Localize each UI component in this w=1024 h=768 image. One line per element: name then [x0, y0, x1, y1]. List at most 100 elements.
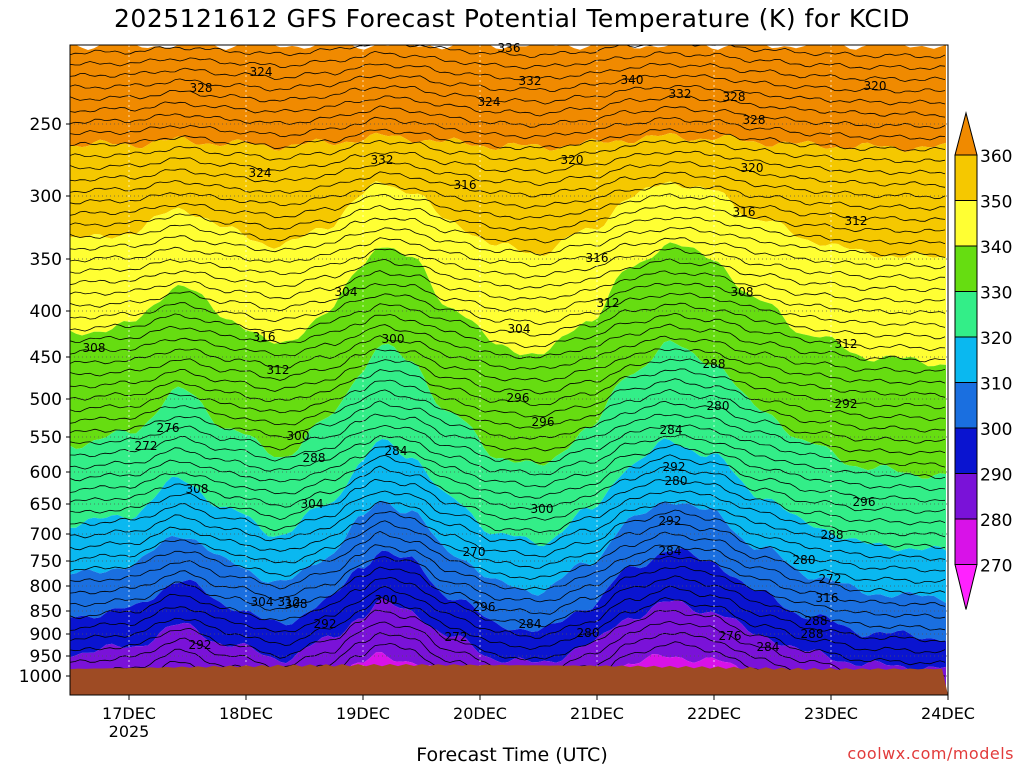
- contour-label: 320: [741, 161, 764, 175]
- y-tick-label: 400: [30, 302, 62, 322]
- isentrope-line: [70, 282, 946, 315]
- contour-label: 308: [83, 341, 106, 355]
- contour-label: 316: [733, 205, 756, 219]
- colorbar-segment: [954, 154, 978, 201]
- contour-label: 300: [531, 502, 554, 516]
- isentrope-line: [70, 45, 946, 59]
- colorbar-top-arrow: [954, 111, 978, 156]
- y-tick-label: 800: [30, 577, 62, 597]
- isentrope-line: [70, 205, 946, 234]
- colorbar-segment: [954, 518, 978, 565]
- isentrope-line: [70, 555, 946, 607]
- contour-label: 300: [382, 332, 405, 346]
- isentrope-line: [70, 247, 946, 281]
- contour-label: 272: [445, 630, 468, 644]
- contour-label: 280: [793, 553, 816, 567]
- isentrope-line: [70, 84, 946, 106]
- chart-title: 2025121612 GFS Forecast Potential Temper…: [114, 4, 910, 33]
- contour-label: 280: [577, 626, 600, 640]
- isentrope-line: [70, 50, 946, 70]
- colorbar-label: 360: [980, 147, 1012, 167]
- contour-labels: 336 324 328 332 340 332 328 324 328 320 332 324 320 3…: [83, 41, 887, 654]
- y-tick-label: 600: [30, 463, 62, 483]
- temperature-band: [70, 548, 946, 673]
- isentrope-line: [70, 596, 946, 654]
- y-tick-label: 450: [30, 348, 62, 368]
- colorbar-label: 300: [980, 420, 1012, 440]
- y-tick-label: 300: [30, 187, 62, 207]
- temperature-band: [70, 132, 946, 258]
- y-tick-label: 700: [30, 525, 62, 545]
- contour-label: 304: [335, 285, 358, 299]
- isentrope-line: [70, 413, 946, 456]
- isentrope-line: [70, 161, 946, 188]
- contour-label: 320: [561, 153, 584, 167]
- y-tick-label: 350: [30, 250, 62, 270]
- colorbar-label: 340: [980, 238, 1012, 258]
- colorbar-label: 330: [980, 284, 1012, 304]
- contour-label: 316: [454, 178, 477, 192]
- colorbar-label: 280: [980, 511, 1012, 531]
- y-tick-label: 650: [30, 495, 62, 515]
- isentrope-line: [70, 443, 946, 492]
- isentrope-contours: [70, 45, 946, 695]
- contour-label: 280: [665, 474, 688, 488]
- isentrope-line: [70, 490, 946, 538]
- contour-label: 316: [816, 591, 839, 605]
- contour-label: 296: [853, 495, 876, 509]
- contour-label: 312: [267, 363, 290, 377]
- contour-label: 308: [285, 597, 308, 611]
- y-axis: 250 300 350 400 450 500 550 600 650 700 750 800 850 9…: [19, 115, 70, 687]
- contour-label: 312: [278, 595, 301, 609]
- isentrope-line: [70, 530, 946, 584]
- y-tick-label: 1000: [19, 667, 62, 687]
- contour-label: 284: [385, 444, 408, 458]
- y-tick-label: 950: [30, 647, 62, 667]
- colorbar-segment: [954, 291, 978, 338]
- contour-label: 288: [703, 357, 726, 371]
- contour-label: 292: [659, 514, 682, 528]
- contour-label: 288: [303, 451, 326, 465]
- x-tick-label: 19DEC: [336, 704, 390, 723]
- isentrope-line: [70, 116, 946, 141]
- y-tick-label: 250: [30, 115, 62, 135]
- isentrope-line: [70, 105, 946, 129]
- isentrope-line: [70, 424, 946, 468]
- x-tick-label: 17DEC: [102, 704, 156, 723]
- contour-label: 332: [371, 153, 394, 167]
- y-tick-label: 900: [30, 625, 62, 645]
- contour-label: 316: [586, 251, 609, 265]
- contour-label: 328: [723, 90, 746, 104]
- temperature-band: [70, 438, 946, 603]
- isentrope-line: [70, 478, 946, 526]
- contour-label: 336: [498, 41, 521, 55]
- isentrope-line: [70, 566, 946, 619]
- x-axis-label: Forecast Time (UTC): [416, 744, 608, 766]
- contour-label: 284: [659, 544, 682, 558]
- contour-label: 300: [287, 429, 310, 443]
- y-tick-label: 850: [30, 602, 62, 622]
- contour-label: 312: [835, 337, 858, 351]
- contour-label: 324: [250, 65, 273, 79]
- x-axis: 17DEC 18DEC 19DEC 20DEC 21DEC 22DEC 23DEC 24DEC…: [102, 695, 975, 741]
- colorbar-label: 350: [980, 193, 1012, 213]
- isentrope-line: [70, 454, 946, 503]
- contour-label: 272: [819, 572, 842, 586]
- x-tick-label: 23DEC: [804, 704, 858, 723]
- isentrope-line: [70, 575, 946, 631]
- contour-label: 292: [189, 638, 212, 652]
- colorbar-legend: 360 350 340 330 320 310 300 290 280 270: [954, 111, 1012, 610]
- isentrope-line: [70, 95, 946, 118]
- x-tick-label: 21DEC: [570, 704, 624, 723]
- ground-fill: [70, 664, 948, 695]
- temperature-band: [70, 500, 946, 641]
- colorbar-segment: [954, 200, 978, 247]
- x-tick-label: 20DEC: [453, 704, 507, 723]
- contour-label: 296: [532, 415, 555, 429]
- colorbar-bottom-arrow: [954, 564, 978, 610]
- contour-label: 296: [473, 600, 496, 614]
- isentrope-line: [70, 609, 946, 666]
- isentrope-line: [70, 465, 946, 514]
- contour-label: 324: [249, 166, 272, 180]
- contour-label: 288: [805, 614, 828, 628]
